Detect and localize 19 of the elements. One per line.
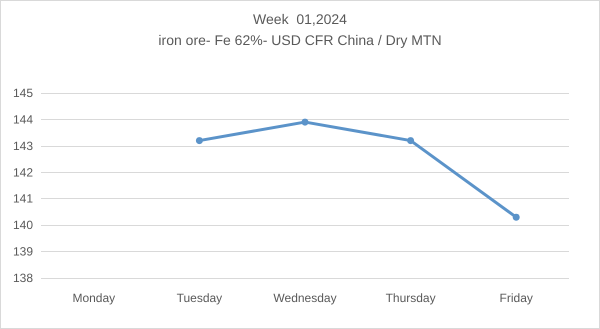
y-tick-label: 139: [12, 244, 34, 259]
y-tick-label: 143: [12, 138, 34, 153]
x-tick-label: Friday: [500, 291, 533, 305]
x-tick-label: Thursday: [386, 291, 436, 305]
y-tick-label: 144: [12, 112, 34, 126]
point: [512, 214, 520, 221]
x-tick-label: Wednesday: [273, 291, 337, 305]
y-tick-label: 141: [12, 192, 34, 206]
x-tick-label: Monday: [72, 291, 116, 305]
point: [196, 137, 203, 144]
point: [407, 137, 414, 144]
y-tick-label: 145: [12, 86, 34, 100]
y-tick-label: 142: [12, 165, 34, 180]
point: [302, 118, 308, 126]
x-tick-label: Tuesday: [176, 291, 222, 305]
y-tick-label: 140: [12, 218, 34, 232]
y-tick-label: 138: [12, 271, 34, 285]
chart-subtitle: iron ore- Fe 62%- USD CFR China / Dry MTN: [158, 32, 442, 48]
chart-title: Week 01,2024: [253, 11, 348, 27]
